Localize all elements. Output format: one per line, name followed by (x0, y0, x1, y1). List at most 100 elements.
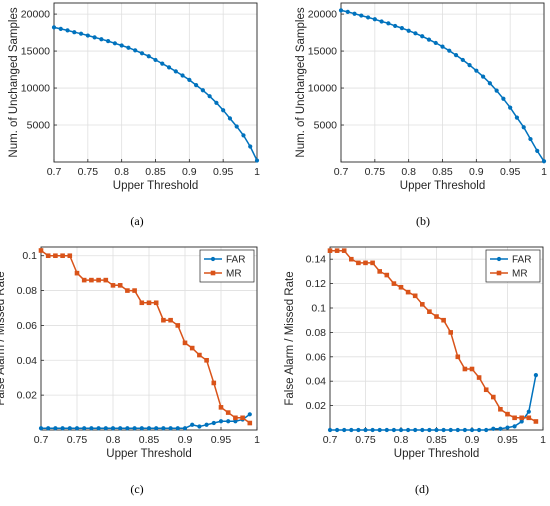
data-point (103, 426, 108, 431)
data-point (386, 21, 391, 26)
data-point (372, 17, 377, 22)
x-tick-label: 1 (254, 166, 260, 178)
data-point (467, 63, 472, 68)
x-tick-label: 1 (540, 434, 546, 446)
y-tick-label: 0.04 (306, 376, 327, 388)
data-point (82, 426, 87, 431)
data-point (477, 427, 482, 433)
data-point (168, 317, 173, 323)
data-point (349, 256, 354, 262)
data-point (153, 300, 159, 306)
data-point (78, 31, 84, 36)
data-point (447, 48, 452, 53)
data-point (53, 426, 58, 431)
x-tick-label: 0.95 (500, 166, 521, 178)
x-tick-label: 1 (254, 434, 260, 446)
x-tick-label: 0.75 (78, 166, 99, 178)
data-point (398, 427, 404, 433)
data-point (541, 159, 547, 164)
data-point (427, 309, 432, 314)
x-tick-label: 0.9 (465, 434, 480, 446)
data-point (528, 136, 533, 142)
x-axis-label: Upper Threshold (106, 448, 191, 460)
data-point (248, 144, 253, 149)
x-tick-label: 0.75 (365, 166, 386, 178)
data-point (110, 426, 116, 431)
data-point (58, 26, 63, 31)
data-point (535, 148, 540, 154)
data-point (501, 96, 506, 101)
data-point (491, 426, 496, 431)
legend-marker (496, 256, 502, 262)
data-point (126, 45, 131, 50)
data-point (481, 74, 486, 79)
data-point (112, 41, 117, 46)
data-point (99, 37, 104, 42)
data-point (139, 426, 144, 431)
x-tick-label: 0.9 (182, 166, 197, 178)
data-point (214, 100, 219, 105)
data-point (119, 43, 124, 48)
data-point (45, 253, 51, 259)
x-tick-label: 0.85 (139, 434, 160, 446)
data-point (72, 30, 77, 35)
panel-label-d: (d) (415, 482, 429, 496)
data-point (233, 415, 238, 421)
data-point (460, 57, 465, 63)
data-point (526, 409, 531, 414)
data-point (139, 51, 145, 56)
data-point (110, 283, 116, 288)
data-point (505, 411, 510, 417)
data-point (96, 277, 101, 283)
data-point (494, 88, 499, 93)
y-axis-label: Num. of Unchanged Samples (8, 7, 20, 157)
data-point (211, 420, 216, 426)
data-point (85, 33, 90, 38)
data-point (484, 427, 489, 433)
data-point (498, 426, 503, 431)
data-point (194, 82, 199, 88)
data-point (519, 419, 524, 424)
data-point (342, 427, 347, 433)
legend-label: FAR (512, 255, 531, 266)
y-tick-label: 0.02 (17, 390, 38, 402)
data-point (211, 380, 217, 386)
data-point (420, 34, 425, 39)
data-point (434, 314, 439, 319)
x-axis-label: Upper Threshold (394, 448, 479, 460)
data-point (426, 37, 432, 42)
x-tick-label: 0.95 (497, 434, 518, 446)
x-tick-label: 0.85 (145, 166, 166, 178)
data-point (521, 125, 526, 130)
data-point (512, 424, 517, 429)
y-tick-label: 15000 (308, 46, 337, 58)
x-tick-label: 0.75 (67, 434, 88, 446)
data-point (96, 426, 101, 431)
y-tick-label: 0.08 (17, 285, 38, 297)
data-point (92, 35, 97, 40)
data-point (103, 277, 109, 283)
data-point (359, 13, 364, 18)
data-point (483, 387, 489, 393)
data-point (420, 302, 425, 307)
legend-marker (210, 270, 216, 276)
data-point (526, 415, 532, 421)
data-point (153, 57, 158, 63)
data-point (106, 38, 111, 44)
data-point (327, 427, 333, 433)
x-tick-label: 1 (541, 166, 547, 178)
x-axis-label: Upper Threshold (400, 180, 485, 192)
data-point (474, 68, 479, 73)
data-point (434, 427, 439, 433)
data-point (189, 345, 195, 351)
data-point (218, 419, 224, 424)
data-point (341, 248, 347, 253)
data-point (505, 425, 510, 430)
data-point (455, 354, 461, 360)
data-point (462, 366, 468, 372)
data-point (448, 330, 453, 335)
panel-label-c: (c) (130, 482, 144, 496)
data-point (406, 28, 411, 33)
